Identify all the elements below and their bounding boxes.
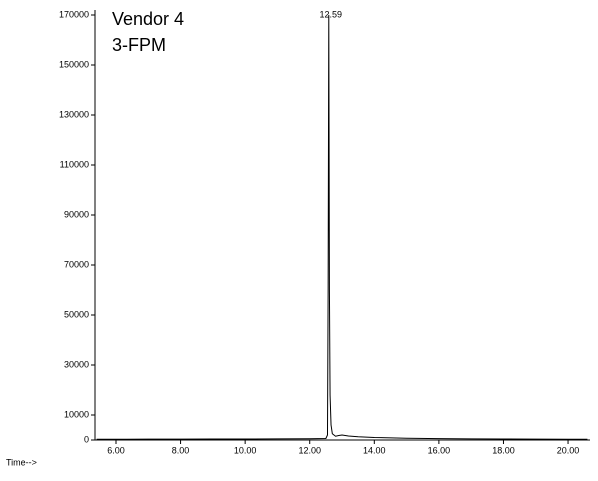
x-axis-label: Time--> (6, 457, 37, 467)
x-tick-label: 18.00 (492, 445, 515, 455)
y-tick-label: 30000 (64, 359, 89, 369)
y-tick-label: 90000 (64, 209, 89, 219)
y-tick-label: 70000 (64, 259, 89, 269)
y-tick-label: 110000 (60, 159, 89, 169)
chart-subtitle: 3-FPM (112, 35, 166, 55)
x-tick-label: 6.00 (107, 445, 125, 455)
y-tick-label: 170000 (59, 9, 89, 19)
x-tick-label: 16.00 (428, 445, 451, 455)
chromatogram-line (96, 14, 588, 440)
y-tick-label: 10000 (64, 409, 89, 419)
x-tick-label: 8.00 (172, 445, 190, 455)
y-tick-label: 150000 (59, 59, 89, 69)
x-tick-label: 20.00 (557, 445, 580, 455)
x-tick-label: 14.00 (363, 445, 386, 455)
peak-label: 12.59 (320, 9, 343, 19)
y-tick-label: 0 (84, 434, 89, 444)
x-tick-label: 10.00 (234, 445, 257, 455)
chart-title: Vendor 4 (112, 9, 184, 29)
x-tick-label: 12.00 (298, 445, 321, 455)
y-tick-label: 50000 (64, 309, 89, 319)
y-tick-label: 130000 (59, 109, 89, 119)
